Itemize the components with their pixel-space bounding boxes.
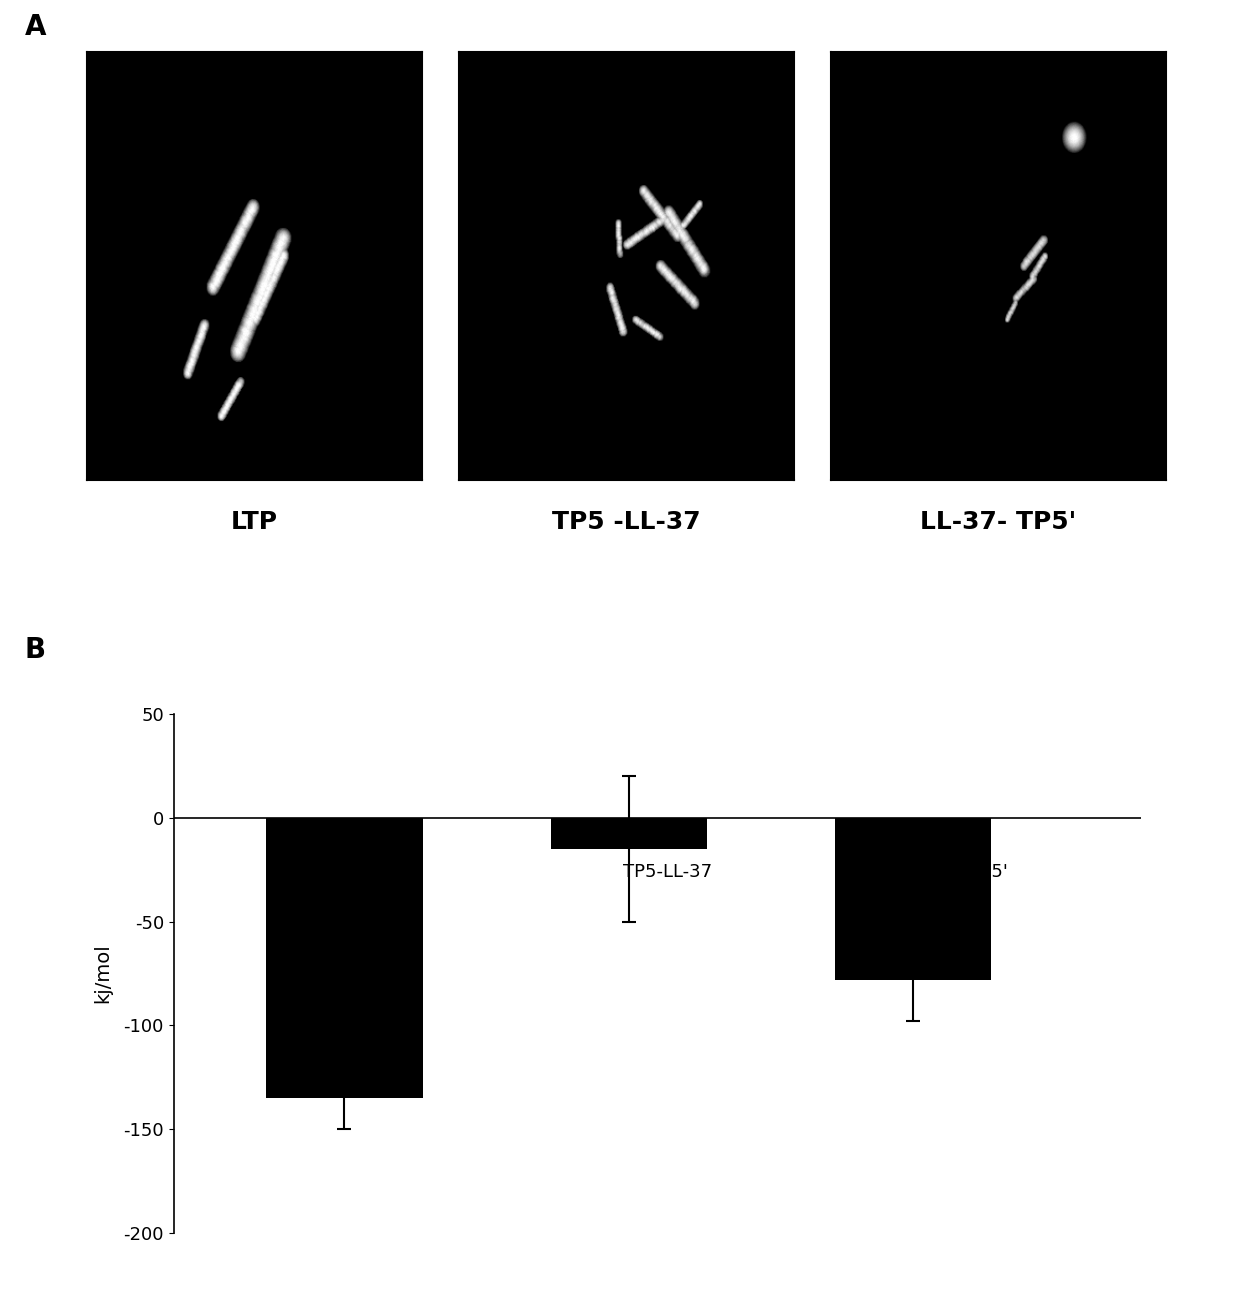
- Y-axis label: kj/mol: kj/mol: [93, 944, 112, 1003]
- Text: LL-37- TP5': LL-37- TP5': [920, 510, 1076, 535]
- Bar: [551, 818, 707, 849]
- Text: LL-37- TP5': LL-37- TP5': [908, 863, 1007, 881]
- Text: TP5-LL-37: TP5-LL-37: [622, 863, 712, 881]
- Text: TP5 -LL-37: TP5 -LL-37: [552, 510, 701, 535]
- Text: A: A: [25, 13, 46, 42]
- Text: LTP: LTP: [231, 510, 278, 535]
- Bar: [835, 818, 992, 980]
- Bar: [267, 818, 423, 1098]
- Text: B: B: [25, 636, 46, 665]
